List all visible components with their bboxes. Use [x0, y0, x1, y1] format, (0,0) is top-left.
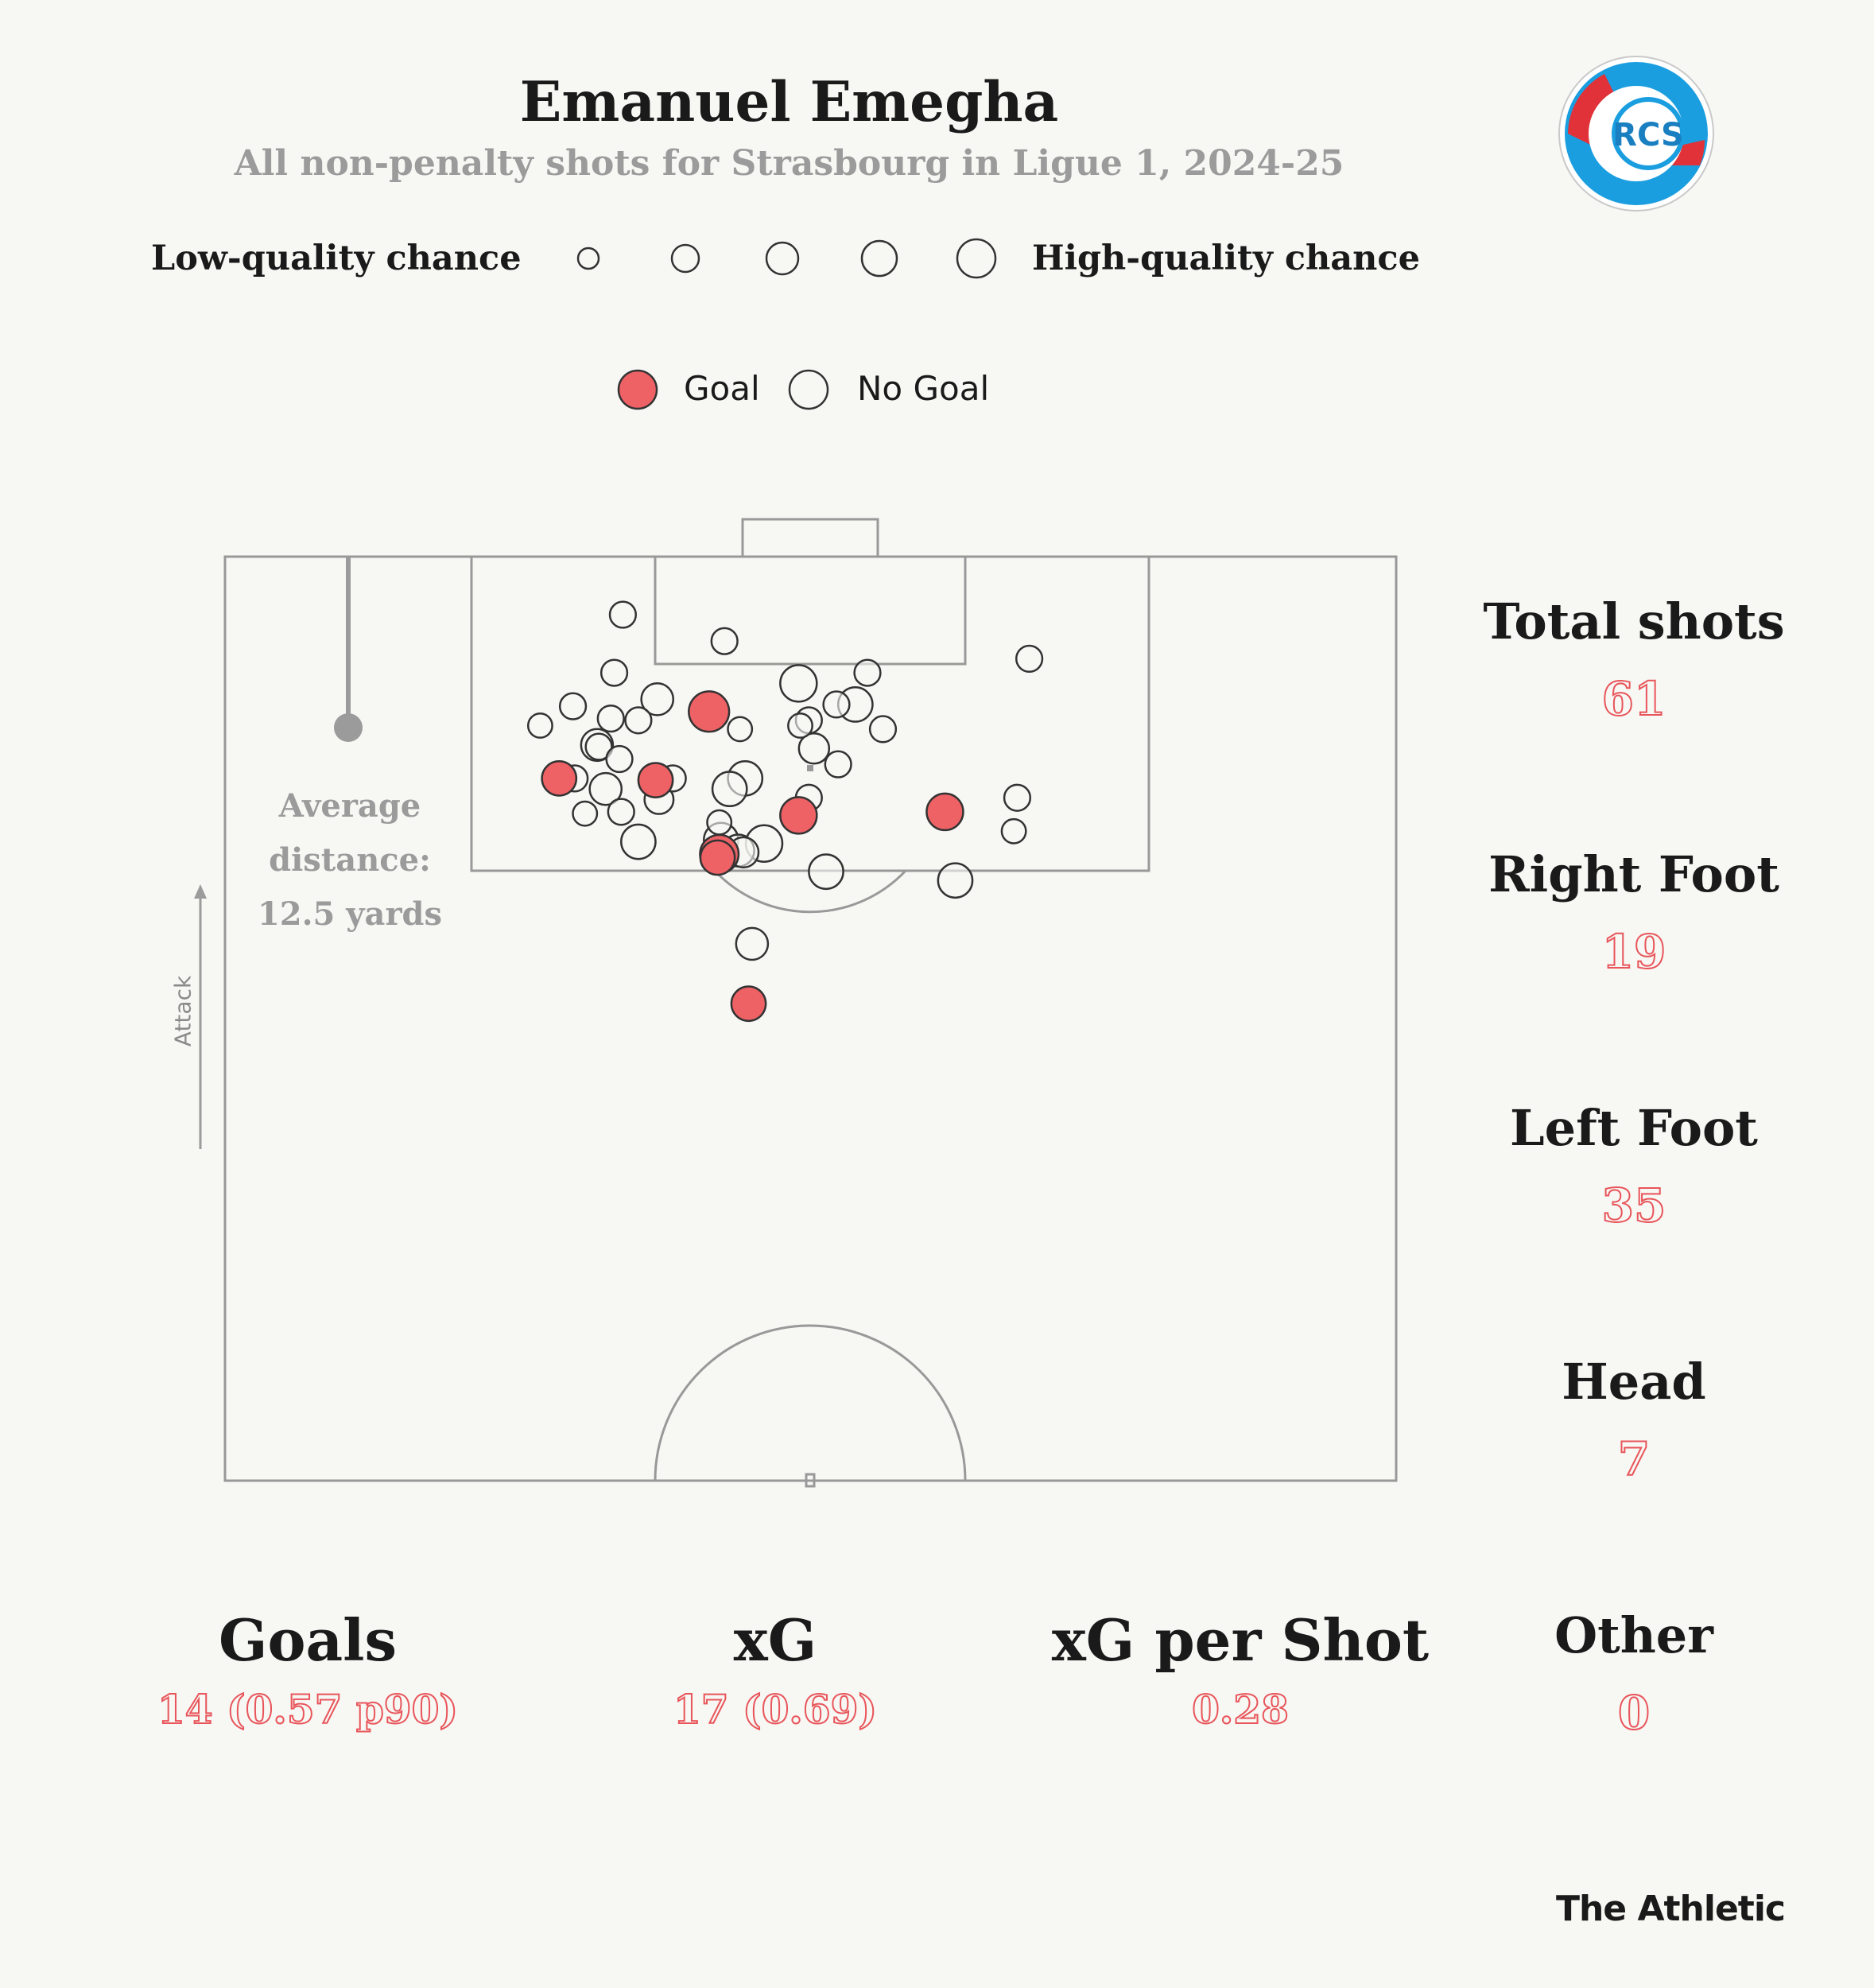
shot-marker-no-goal: [584, 732, 613, 761]
stat-xg-value: 17 (0.69): [673, 1685, 878, 1734]
no-goal-legend-marker: [788, 369, 829, 410]
shot-marker-no-goal: [710, 627, 739, 655]
average-distance-marker: [334, 713, 363, 742]
goal-frame: [741, 518, 879, 558]
stat-left-foot-label: Left Foot: [1510, 1099, 1758, 1157]
average-distance-line2: distance:: [269, 841, 431, 879]
average-distance-line1: Average: [278, 787, 421, 825]
shot-marker-no-goal: [640, 681, 675, 716]
shot-marker-no-goal: [607, 798, 635, 826]
shot-marker-no-goal: [706, 809, 733, 836]
shot-map-pitch: [194, 518, 1398, 1488]
page-title: Emanuel Emegha: [519, 70, 1059, 134]
shot-marker-no-goal: [779, 664, 818, 703]
crest-monogram: RCS: [1612, 117, 1684, 153]
average-distance-label: Average distance: 12.5 yards: [231, 779, 469, 942]
stat-goals-value: 14 (0.57 p90): [157, 1685, 459, 1734]
size-legend-circle-s: [670, 243, 700, 274]
stat-xg-per-shot-label: xG per Shot: [1051, 1606, 1430, 1674]
stat-left-foot-value: 35: [1601, 1178, 1667, 1233]
shot-marker-no-goal: [608, 600, 638, 629]
shot-marker-no-goal: [1000, 817, 1027, 845]
six-yard-box: [654, 555, 967, 666]
shot-marker-no-goal: [599, 658, 629, 687]
pitch-lines: [223, 518, 1398, 1488]
average-distance-value: 12.5 yards: [257, 895, 443, 933]
stat-right-foot-label: Right Foot: [1488, 845, 1779, 903]
size-legend-circle-l: [860, 239, 898, 278]
shot-marker-goal: [925, 792, 964, 832]
stat-other-label: Other: [1554, 1606, 1713, 1664]
shot-marker-no-goal: [824, 750, 852, 779]
size-legend-circle-xs: [576, 247, 600, 270]
page-subtitle: All non-penalty shots for Strasbourg in …: [234, 143, 1344, 184]
shot-marker-no-goal: [1015, 644, 1044, 673]
shot-markers: [526, 600, 1044, 1023]
shot-marker-no-goal: [797, 732, 831, 765]
size-legend-circles: [576, 238, 997, 279]
centre-circle-half: [654, 1324, 967, 1481]
shot-marker-goal: [637, 762, 674, 798]
shot-marker-goal: [699, 839, 736, 876]
team-crest-logo: RCS: [1557, 54, 1716, 213]
stat-right-foot-value: 19: [1601, 924, 1667, 980]
attack-direction-label: Attack: [169, 975, 196, 1047]
shot-marker-no-goal: [1003, 783, 1032, 812]
stat-xg-label: xG: [733, 1606, 817, 1674]
shot-marker-no-goal: [727, 716, 754, 743]
centre-spot: [805, 1473, 816, 1488]
shot-marker-no-goal: [558, 692, 588, 720]
brand-logo: The Athletic: [1555, 1889, 1786, 1929]
shot-marker-no-goal: [596, 705, 625, 733]
crest-icon: RCS: [1558, 56, 1714, 212]
attack-arrow-head: [194, 884, 207, 899]
stat-xg-per-shot-value: 0.28: [1191, 1685, 1290, 1734]
shot-marker-goal: [779, 796, 818, 835]
shot-marker-no-goal: [735, 926, 770, 961]
shot-marker-no-goal: [853, 658, 882, 687]
shot-marker-no-goal: [868, 715, 898, 744]
shot-marker-no-goal: [787, 712, 813, 739]
shot-marker-no-goal: [711, 771, 748, 808]
stat-head-value: 7: [1617, 1431, 1651, 1487]
stat-total-shots-value: 61: [1601, 671, 1667, 727]
stat-other-value: 0: [1617, 1685, 1651, 1741]
penalty-arc: [713, 869, 907, 914]
shot-marker-no-goal: [572, 800, 599, 827]
size-legend-circle-xl: [956, 238, 997, 279]
stat-head-label: Head: [1562, 1353, 1706, 1411]
size-legend-low-label: Low-quality chance: [151, 239, 522, 278]
shot-marker-goal: [730, 985, 767, 1023]
shot-marker-no-goal: [620, 823, 657, 860]
shot-marker-no-goal: [588, 771, 623, 806]
size-legend-high-label: High-quality chance: [1032, 239, 1420, 278]
shot-marker-no-goal: [937, 862, 974, 899]
no-goal-legend-label: No Goal: [857, 369, 990, 408]
penalty-spot: [807, 765, 813, 771]
shot-marker-no-goal: [808, 853, 844, 891]
goal-legend-marker: [617, 369, 658, 410]
shot-marker-no-goal: [526, 712, 553, 739]
size-legend-circle-m: [765, 241, 800, 276]
shot-marker-no-goal: [822, 690, 851, 719]
stat-total-shots-label: Total shots: [1483, 592, 1785, 650]
shot-marker-no-goal: [624, 706, 653, 735]
shot-marker-goal: [688, 690, 731, 733]
shot-marker-no-goal: [605, 744, 634, 774]
stat-goals-label: Goals: [218, 1606, 398, 1674]
goal-legend-label: Goal: [684, 369, 760, 408]
shot-marker-goal: [541, 760, 578, 797]
